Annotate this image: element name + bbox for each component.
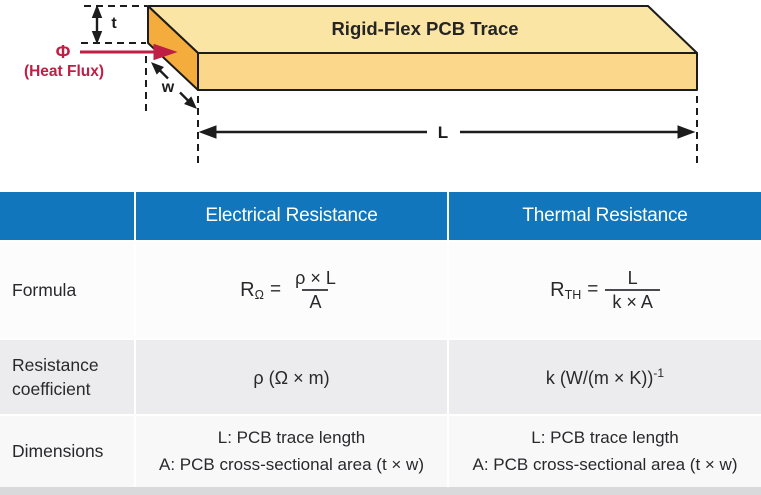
formula-subscript: Ω <box>254 288 264 302</box>
formula-symbol: R <box>550 278 565 301</box>
thermal-formula: R TH = L k × A <box>550 267 660 314</box>
row-label-formula: Formula <box>0 242 134 338</box>
dimension-line: A: PCB cross-sectional area (t × w) <box>472 454 738 474</box>
comparison-table: Electrical Resistance Thermal Resistance… <box>0 192 761 487</box>
header-thermal-resistance: Thermal Resistance <box>449 192 761 240</box>
electrical-formula-cell: R Ω = ρ × L A <box>136 242 447 338</box>
dimension-line: L: PCB trace length <box>531 428 679 448</box>
heat-flux-symbol: Φ <box>56 42 71 62</box>
fraction: L k × A <box>605 267 660 314</box>
length-label: L <box>438 123 448 142</box>
header-corner-cell <box>0 192 134 240</box>
table-bottom-border <box>0 487 761 495</box>
header-electrical-resistance: Electrical Resistance <box>136 192 447 240</box>
fraction: ρ × L A <box>288 267 343 314</box>
electrical-coefficient-cell: ρ (Ω × m) <box>136 340 447 414</box>
heat-flux-caption: (Heat Flux) <box>24 63 104 80</box>
formula-subscript: TH <box>564 288 582 302</box>
heat-flux-arrow <box>80 43 178 61</box>
width-label: w <box>161 79 175 96</box>
thickness-label: t <box>111 15 117 32</box>
denominator: k × A <box>605 289 660 314</box>
electrical-dimensions: L: PCB trace length A: PCB cross-section… <box>159 425 424 478</box>
equals-sign: = <box>269 279 282 300</box>
numerator: ρ × L <box>295 267 336 288</box>
row-label-dimensions: Dimensions <box>0 416 134 487</box>
dimension-line: L: PCB trace length <box>217 428 366 448</box>
thermal-coefficient: k (W/(m × K))-1 <box>546 366 664 389</box>
pcb-trace-diagram: Rigid-Flex PCB Trace t w <box>24 4 698 166</box>
thermal-formula-cell: R TH = L k × A <box>449 242 761 338</box>
diagram-title: Rigid-Flex PCB Trace <box>331 18 518 39</box>
row-label-resistance-coefficient: Resistance coefficient <box>0 340 134 414</box>
dimension-line: A: PCB cross-sectional area (t × w) <box>158 454 424 474</box>
electrical-formula: R Ω = ρ × L A <box>240 267 343 314</box>
trace-end-face <box>147 5 199 91</box>
thermal-dimensions: L: PCB trace length A: PCB cross-section… <box>472 425 737 478</box>
thickness-dimension-arrow <box>91 4 103 45</box>
length-dimension-arrow <box>198 125 696 139</box>
thermal-coefficient-cell: k (W/(m × K))-1 <box>449 340 761 414</box>
coefficient-text: k (W/(m × K)) <box>545 367 654 388</box>
formula-symbol: R <box>240 278 255 301</box>
electrical-coefficient: ρ (Ω × m) <box>253 366 329 389</box>
equals-sign: = <box>587 279 599 300</box>
electrical-dimensions-cell: L: PCB trace length A: PCB cross-section… <box>136 416 447 487</box>
width-dimension-arrow <box>151 62 197 109</box>
dimension-extension-lines <box>81 5 698 166</box>
numerator: L <box>627 267 638 288</box>
coefficient-superscript: -1 <box>653 365 665 380</box>
denominator: A <box>302 289 329 314</box>
trace-front-face <box>197 52 698 91</box>
thermal-dimensions-cell: L: PCB trace length A: PCB cross-section… <box>449 416 761 487</box>
coefficient-text: ρ (Ω × m) <box>253 367 330 388</box>
